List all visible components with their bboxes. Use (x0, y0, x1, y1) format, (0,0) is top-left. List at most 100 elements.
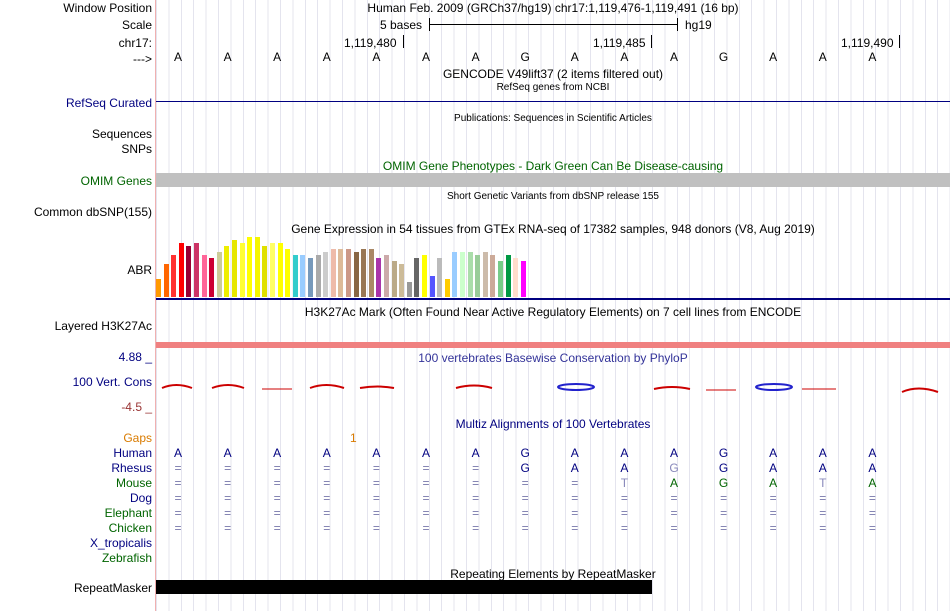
species-label[interactable]: X_tropicalis (89, 536, 152, 550)
gtex-tissue-bar[interactable] (254, 237, 260, 297)
strand-label[interactable]: ---> (133, 52, 152, 66)
omim-bar[interactable] (156, 173, 950, 187)
alignment-row: = = = = = = = = = = = = = = = (156, 506, 950, 520)
alignment-base: = (224, 476, 232, 490)
snps-label[interactable]: SNPs (121, 142, 152, 156)
alignment-base: = (422, 461, 430, 475)
gtex-tissue-bar[interactable] (361, 249, 367, 297)
refseq-line[interactable] (156, 101, 950, 102)
alignment-base: A (818, 446, 827, 460)
position-tick (899, 35, 900, 48)
gtex-tissue-bar[interactable] (308, 258, 313, 297)
sequence-base: A (570, 50, 579, 64)
refseq-curated-label[interactable]: RefSeq Curated (65, 96, 152, 110)
gtex-tissue-bar[interactable] (437, 258, 443, 297)
alignment-base: T (819, 476, 827, 490)
gtex-tissue-bar[interactable] (513, 258, 519, 297)
gtex-tissue-bar[interactable] (414, 258, 420, 297)
gtex-tissue-bar[interactable] (300, 255, 306, 297)
gtex-tissue-bar[interactable] (475, 255, 481, 297)
h3k27ac-signal[interactable] (156, 342, 950, 348)
gtex-tissue-bar[interactable] (224, 246, 230, 297)
gtex-tissue-bar[interactable] (338, 249, 344, 297)
gtex-tissue-bar[interactable] (201, 255, 207, 297)
gtex-tissue-bar[interactable] (216, 252, 222, 297)
gtex-tissue-bar[interactable] (247, 237, 253, 297)
gtex-tissue-bar[interactable] (194, 243, 199, 297)
gtex-tissue-bar[interactable] (209, 258, 215, 297)
alignment-row: = = = = = = = = = T A G A T A (156, 476, 950, 490)
sequence-base: A (322, 50, 331, 64)
gtex-tissue-bar[interactable] (498, 261, 503, 297)
gtex-tissue-bar[interactable] (285, 249, 291, 297)
gtex-expression-bars[interactable] (156, 236, 556, 298)
gencode-title[interactable]: GENCODE V49lift37 (2 items filtered out) (442, 67, 664, 81)
gtex-tissue-bar[interactable] (171, 255, 177, 297)
gtex-tissue-bar[interactable] (406, 282, 412, 297)
species-label[interactable]: Rhesus (111, 461, 152, 475)
gaps-label[interactable]: Gaps (123, 431, 152, 445)
species-label[interactable]: Human (113, 446, 152, 460)
species-label[interactable]: Mouse (115, 476, 152, 490)
gtex-tissue-bar[interactable] (315, 255, 321, 297)
species-label[interactable]: Zebrafish (101, 551, 152, 565)
gtex-tissue-bar[interactable] (156, 279, 161, 297)
gtex-tissue-bar[interactable] (323, 252, 329, 297)
species-label[interactable]: Chicken (108, 521, 152, 535)
alignment-base: = (372, 506, 380, 520)
gtex-tissue-bar[interactable] (376, 258, 382, 297)
gtex-tissue-bar[interactable] (232, 240, 237, 297)
gtex-tissue-bar[interactable] (163, 264, 169, 297)
alignment-base: = (174, 506, 182, 520)
gtex-tissue-bar[interactable] (330, 249, 336, 297)
gtex-tissue-bar[interactable] (399, 264, 405, 297)
h3k27ac-title: H3K27Ac Mark (Often Found Near Active Re… (304, 305, 802, 319)
species-label[interactable]: Elephant (104, 506, 152, 520)
repeatmasker-element[interactable] (156, 580, 652, 594)
gtex-tissue-bar[interactable] (277, 243, 283, 297)
gtex-tissue-bar[interactable] (505, 255, 511, 297)
phylop-label[interactable]: 100 Vert. Cons (72, 375, 152, 389)
repeatmasker-label[interactable]: RepeatMasker (73, 581, 152, 595)
gtex-tissue-bar[interactable] (482, 252, 488, 297)
gtex-tissue-bar[interactable] (270, 243, 275, 297)
sequences-label[interactable]: Sequences (91, 127, 152, 141)
alignment-base: A (769, 446, 778, 460)
alignment-base: G (718, 446, 729, 460)
gtex-tissue-bar[interactable] (178, 243, 184, 297)
gtex-tissue-bar[interactable] (520, 261, 526, 297)
gtex-tissue-bar[interactable] (444, 279, 450, 297)
alignment-base: = (472, 461, 480, 475)
gtex-tissue-bar[interactable] (452, 252, 458, 297)
position-tick (651, 35, 652, 48)
gtex-tissue-bar[interactable] (239, 243, 245, 297)
gtex-gene-label[interactable]: ABR (127, 263, 152, 277)
gtex-tissue-bar[interactable] (429, 276, 435, 297)
phylop-signal[interactable] (156, 375, 950, 397)
alignment-base: = (521, 521, 529, 535)
sequence-base: A (471, 50, 480, 64)
gtex-tissue-bar[interactable] (490, 255, 496, 297)
gtex-tissue-bar[interactable] (346, 249, 351, 297)
scale-label[interactable]: Scale (121, 18, 152, 32)
gtex-tissue-bar[interactable] (353, 252, 359, 297)
dbsnp-label[interactable]: Common dbSNP(155) (33, 205, 152, 219)
gtex-tissue-bar[interactable] (391, 261, 397, 297)
gtex-tissue-bar[interactable] (186, 246, 192, 297)
gtex-tissue-bar[interactable] (292, 255, 298, 297)
gtex-tissue-bar[interactable] (460, 252, 465, 297)
gtex-tissue-bar[interactable] (467, 252, 473, 297)
alignment-base: T (620, 476, 629, 490)
chrom-label[interactable]: chr17: (118, 36, 152, 50)
gtex-tissue-bar[interactable] (368, 249, 374, 297)
gtex-tissue-bar[interactable] (422, 255, 427, 297)
alignment-base: A (868, 446, 877, 460)
h3k27ac-label[interactable]: Layered H3K27Ac (54, 319, 152, 333)
alignment-base: = (422, 476, 430, 490)
alignment-base: = (521, 476, 529, 490)
omim-genes-label[interactable]: OMIM Genes (80, 174, 152, 188)
gtex-tissue-bar[interactable] (384, 255, 389, 297)
window-position-label[interactable]: Window Position (63, 1, 152, 15)
gtex-tissue-bar[interactable] (262, 246, 268, 297)
species-label[interactable]: Dog (129, 491, 152, 505)
